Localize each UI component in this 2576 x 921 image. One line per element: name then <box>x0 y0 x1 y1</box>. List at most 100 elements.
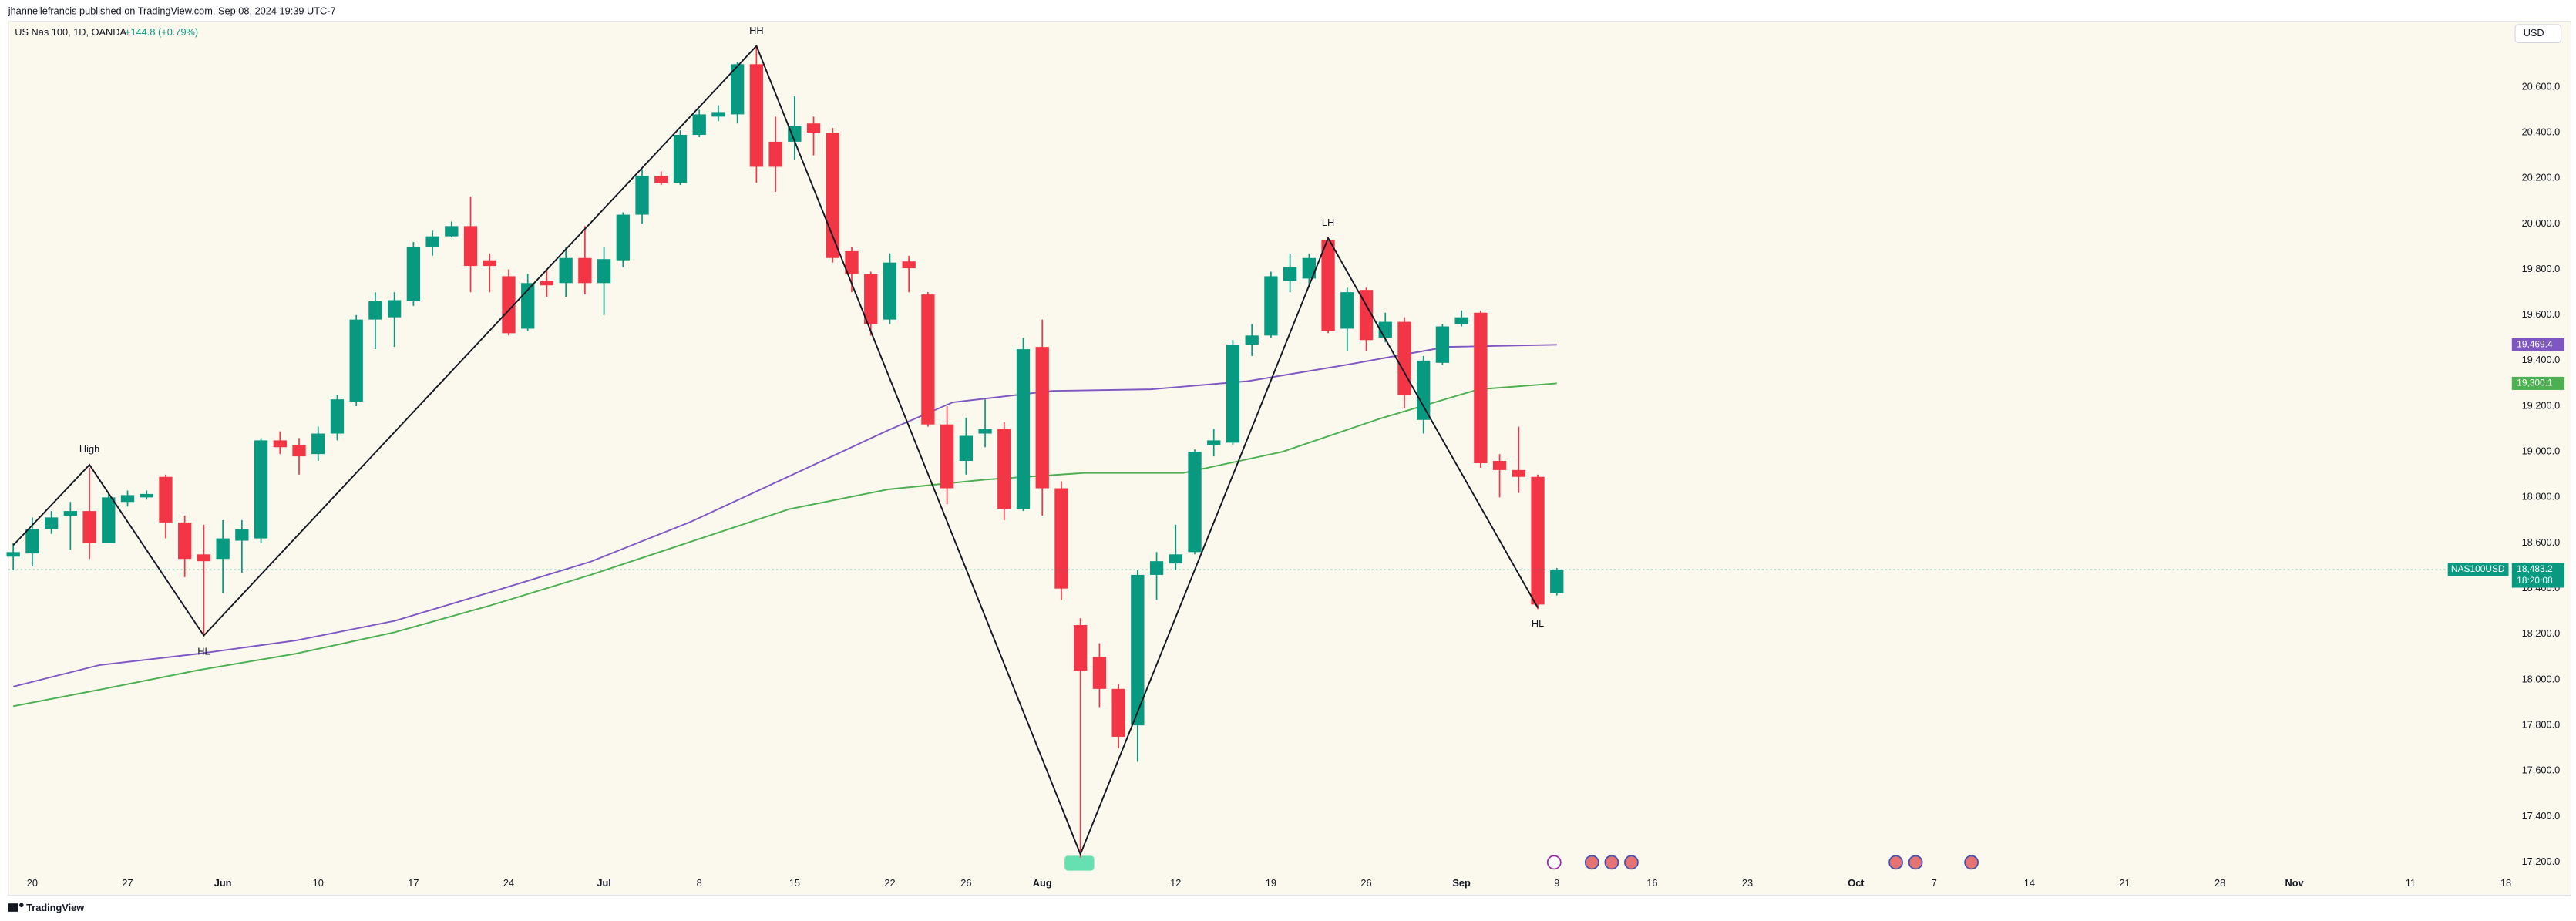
moving-average <box>13 382 1557 708</box>
candle-body <box>921 294 935 425</box>
candle-body <box>1340 292 1354 329</box>
candle-body <box>1169 554 1182 564</box>
candle-body <box>864 274 878 324</box>
candle-body <box>1283 267 1297 281</box>
candle-body <box>1149 561 1164 575</box>
candle-body <box>788 126 802 142</box>
candle-body <box>1531 476 1545 605</box>
candle-body <box>1035 347 1049 489</box>
x-tick-label: 7 <box>1932 877 1937 889</box>
event-icon[interactable] <box>1624 855 1639 870</box>
candle-body <box>806 123 821 133</box>
candle-body <box>273 440 287 448</box>
candle-body <box>1131 574 1145 726</box>
price-tag <box>2511 563 2564 588</box>
x-tick-label: 17 <box>408 877 419 889</box>
x-tick-label: 19 <box>1266 877 1276 889</box>
event-icon[interactable] <box>1546 855 1562 870</box>
x-tick-label: 23 <box>1742 877 1753 889</box>
candle-body <box>654 176 668 183</box>
moving-average <box>12 344 1557 687</box>
candle-body <box>635 176 649 215</box>
x-tick-label: 28 <box>2214 877 2225 889</box>
x-tick-label: 22 <box>884 877 895 889</box>
candle-body <box>1207 440 1221 445</box>
candle-body <box>1188 452 1202 553</box>
x-tick-label: Jul <box>597 877 610 889</box>
event-icon[interactable] <box>1584 855 1599 870</box>
x-tick-label: 24 <box>503 877 514 889</box>
zigzag-line <box>12 44 1539 856</box>
footer-brand: TradingView <box>26 902 84 913</box>
y-tick-label: 17,400.0 <box>2522 810 2561 822</box>
candle-body <box>102 497 116 543</box>
y-tick-label: 18,200.0 <box>2522 627 2561 639</box>
candle-body <box>1226 345 1240 443</box>
symbol-tag-text: NAS100USD <box>2451 563 2505 574</box>
symbol-tag <box>2447 563 2509 576</box>
swing-label: HL <box>1532 617 1544 629</box>
y-tick-label: 20,400.0 <box>2522 126 2561 137</box>
candle-body <box>749 64 764 167</box>
candle-body <box>63 511 77 516</box>
candle-body <box>597 259 611 284</box>
candle-body <box>140 493 153 498</box>
y-tick-label: 18,800.0 <box>2522 491 2561 503</box>
candle-body <box>445 226 459 237</box>
candle-body <box>1092 657 1107 689</box>
x-tick-label: Sep <box>1452 877 1471 889</box>
ma-tag <box>2511 376 2564 390</box>
ma-tag-text: 19,300.1 <box>2517 378 2553 388</box>
candle-body <box>692 114 706 136</box>
swing-label: LH <box>1322 217 1334 228</box>
logo-mark <box>19 903 24 908</box>
candle-body <box>235 529 249 541</box>
candle-body <box>82 511 96 543</box>
x-tick-label: 11 <box>2406 877 2416 889</box>
candle-body <box>1264 276 1278 336</box>
x-tick-label: Oct <box>1848 877 1865 889</box>
event-icon[interactable] <box>1964 855 1979 870</box>
countdown-text: 18:20:08 <box>2517 575 2553 586</box>
y-tick-label: 17,800.0 <box>2522 719 2561 731</box>
candle-body <box>387 300 402 318</box>
x-tick-label: 27 <box>122 877 133 889</box>
y-tick-label: 18,600.0 <box>2522 536 2561 548</box>
candle-body <box>197 554 211 562</box>
candle-body <box>1359 290 1374 341</box>
candle-body <box>1074 625 1088 671</box>
swing-label: HH <box>749 25 763 36</box>
event-icon[interactable] <box>1908 855 1923 870</box>
candle-body <box>731 64 745 115</box>
candle-body <box>826 133 839 258</box>
swing-label: HL <box>197 645 210 657</box>
candle-body <box>1550 570 1564 593</box>
candle-body <box>1016 349 1031 509</box>
low-marker <box>1064 855 1095 871</box>
candle-body <box>483 260 496 267</box>
candle-body <box>845 250 859 274</box>
candle-body <box>540 281 554 286</box>
candle-body <box>1435 326 1450 363</box>
x-tick-label: 8 <box>697 877 702 889</box>
candle-body <box>1417 360 1431 420</box>
legend-change: +144.8 (+0.79%) <box>125 26 198 38</box>
y-tick-label: 20,200.0 <box>2522 172 2561 183</box>
currency-box[interactable] <box>2514 24 2562 43</box>
event-icons <box>1064 855 1979 871</box>
candle-body <box>178 522 192 560</box>
y-tick-label: 17,200.0 <box>2522 855 2561 867</box>
footer-logo <box>8 903 24 912</box>
x-tick-label: 20 <box>27 877 38 889</box>
x-tick-label: 26 <box>1360 877 1371 889</box>
ma-tag <box>2511 338 2564 351</box>
candle-body <box>330 399 345 434</box>
swing-label: High <box>79 443 99 455</box>
candle-body <box>1512 469 1525 477</box>
price-tag-text: 18,483.2 <box>2517 563 2553 574</box>
candle-body <box>463 226 478 267</box>
candle-body <box>120 495 135 503</box>
event-icon[interactable] <box>1604 855 1619 870</box>
event-icon[interactable] <box>1888 855 1903 870</box>
